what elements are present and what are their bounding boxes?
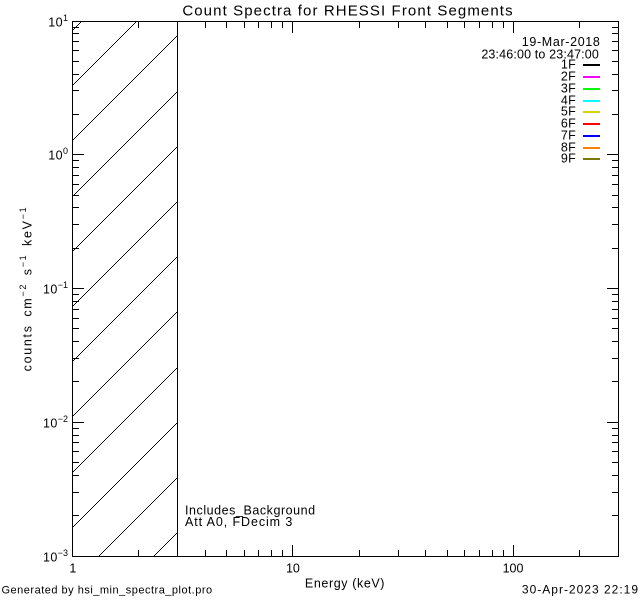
svg-text:2F: 2F [561, 70, 576, 84]
svg-text:counts cm−2 s−1 keV−1: counts cm−2 s−1 keV−1 [18, 206, 34, 372]
svg-text:5F: 5F [561, 105, 576, 119]
svg-text:30-Apr-2023 22:19: 30-Apr-2023 22:19 [522, 583, 639, 597]
svg-text:19-Mar-2018: 19-Mar-2018 [522, 35, 601, 49]
svg-text:8F: 8F [561, 141, 576, 155]
svg-text:7F: 7F [561, 129, 576, 143]
svg-text:Generated by hsi_min_spectra_p: Generated by hsi_min_spectra_plot.pro [2, 585, 213, 597]
svg-text:Energy (keV): Energy (keV) [305, 577, 385, 591]
svg-text:6F: 6F [561, 117, 576, 131]
svg-text:1F: 1F [561, 58, 576, 72]
svg-text:100: 100 [503, 562, 524, 576]
svg-text:Includes_Background: Includes_Background [185, 504, 316, 518]
svg-text:9F: 9F [561, 152, 576, 166]
svg-text:Count Spectra for RHESSI Front: Count Spectra for RHESSI Front Segments [182, 3, 513, 20]
svg-text:3F: 3F [561, 82, 576, 96]
svg-text:23:46:00 to 23:47:00: 23:46:00 to 23:47:00 [481, 48, 599, 62]
svg-text:Att A0, FDecim 3: Att A0, FDecim 3 [185, 515, 293, 529]
svg-text:10: 10 [286, 562, 300, 576]
svg-text:4F: 4F [561, 94, 576, 108]
svg-text:1: 1 [69, 562, 76, 576]
